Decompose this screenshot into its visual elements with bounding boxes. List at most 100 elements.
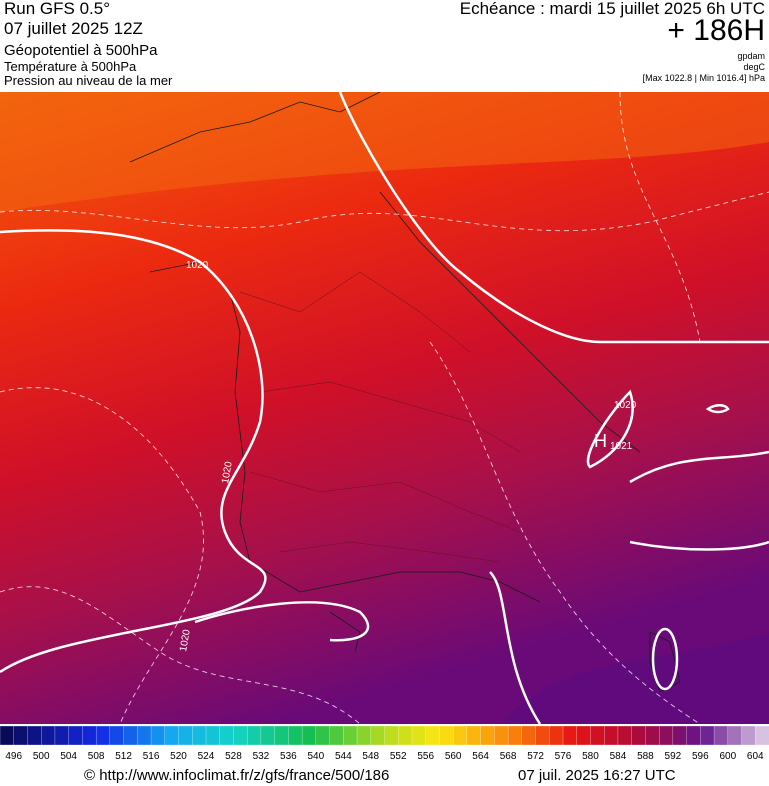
scale-swatch (356, 726, 372, 746)
scale-swatch (713, 726, 729, 746)
run-date: 07 juillet 2025 12Z (4, 19, 143, 38)
scale-label: 532 (253, 751, 270, 762)
scale-label: 604 (747, 751, 764, 762)
scale-label: 568 (500, 751, 517, 762)
scale-swatch (260, 726, 276, 746)
run-title: Run GFS 0.5° (4, 0, 111, 18)
scale-swatch (41, 726, 56, 746)
scale-swatch (164, 726, 180, 746)
scale-label: 500 (33, 751, 50, 762)
isobar-label: 1021 (610, 441, 633, 452)
borders (239, 271, 521, 563)
unit: degC (743, 62, 765, 72)
scale-swatch (686, 726, 701, 746)
scale-label: 540 (307, 751, 324, 762)
scale-swatch (109, 726, 125, 746)
scale-swatch (68, 726, 84, 746)
scale-label: 552 (390, 751, 407, 762)
scale-swatch (453, 726, 468, 746)
scale-swatch (466, 726, 482, 746)
scale-swatch (658, 726, 674, 746)
scale-label: 576 (555, 751, 572, 762)
scale-label: 504 (60, 751, 77, 762)
scale-label: 524 (198, 751, 215, 762)
scale-swatch (617, 726, 633, 746)
scale-swatch (0, 726, 15, 746)
scale-label: 556 (417, 751, 434, 762)
scale-swatch (535, 726, 550, 746)
scale-swatch (137, 726, 152, 746)
scale-swatch (205, 726, 221, 746)
scale-swatch (343, 726, 358, 746)
scale-swatch (672, 726, 688, 746)
scale-swatch (727, 726, 743, 746)
scale-label: 580 (582, 751, 599, 762)
scale-swatch (549, 726, 564, 746)
isobar-label: 1020 (220, 460, 235, 484)
scale-swatch (123, 726, 138, 746)
scale-swatch (494, 726, 509, 746)
scale-swatch (329, 726, 344, 746)
scale-label: 512 (115, 751, 132, 762)
scale-label: 588 (637, 751, 654, 762)
scale-swatch (178, 726, 193, 746)
scale-swatch (95, 726, 111, 746)
scale-swatch (590, 726, 605, 746)
scale-label: 516 (143, 751, 160, 762)
scale-swatch (54, 726, 70, 746)
scale-swatch (507, 726, 523, 746)
scale-swatch (370, 726, 386, 746)
temperature-band (0, 92, 769, 212)
field-label: Température à 500hPa (4, 59, 137, 74)
scale-swatch (384, 726, 399, 746)
scale-label: 600 (719, 751, 736, 762)
scale-swatch (301, 726, 317, 746)
scale-label: 496 (5, 751, 22, 762)
scale-swatch (439, 726, 454, 746)
source-url: © http://www.infoclimat.fr/z/gfs/france/… (84, 767, 390, 784)
field-label: Géopotentiel à 500hPa (4, 42, 158, 59)
scale-swatch (755, 726, 769, 746)
scale-swatch (247, 726, 262, 746)
scale-swatch (233, 726, 248, 746)
scale-label: 592 (665, 751, 682, 762)
scale-swatch (398, 726, 413, 746)
unit: gpdam (737, 51, 765, 61)
scale-swatch (631, 726, 647, 746)
field-label: Pression au niveau de la mer (4, 73, 173, 88)
scale-swatch (562, 726, 578, 746)
scale-swatch (315, 726, 331, 746)
scale-swatch (425, 726, 441, 746)
scale-swatch (192, 726, 207, 746)
scale-label: 596 (692, 751, 709, 762)
scale-label: 544 (335, 751, 352, 762)
scale-swatch (82, 726, 97, 746)
scale-swatch (27, 726, 42, 746)
map: 1020 1020 1020 1020 1021 H (0, 92, 769, 724)
scale-swatch (411, 726, 427, 746)
scale-swatch (288, 726, 303, 746)
high-pressure: H (594, 431, 607, 451)
timestamp: 07 juil. 2025 16:27 UTC (518, 767, 676, 784)
scale-swatch (13, 726, 29, 746)
scale-label: 536 (280, 751, 297, 762)
scale-label: 572 (527, 751, 544, 762)
scale-label: 548 (362, 751, 379, 762)
scale-swatch (645, 726, 660, 746)
scale-swatch (480, 726, 496, 746)
scale-label: 584 (610, 751, 627, 762)
scale-label: 508 (88, 751, 105, 762)
scale-swatch (604, 726, 619, 746)
valid-time: Echéance : mardi 15 juillet 2025 6h UTC (459, 0, 765, 18)
isobar-label: 1020 (186, 260, 209, 271)
scale-swatch (150, 726, 166, 746)
isobars (0, 92, 769, 724)
scale-swatch (219, 726, 235, 746)
scale-label: 564 (472, 751, 489, 762)
isotherms (0, 92, 769, 724)
isobar-label: 1020 (614, 400, 637, 411)
color-scale: 496 500 504 508 512 516 520 524 528 532 536 540 544 5… (0, 726, 769, 762)
scale-swatch (700, 726, 715, 746)
temperature-band (500, 632, 769, 724)
